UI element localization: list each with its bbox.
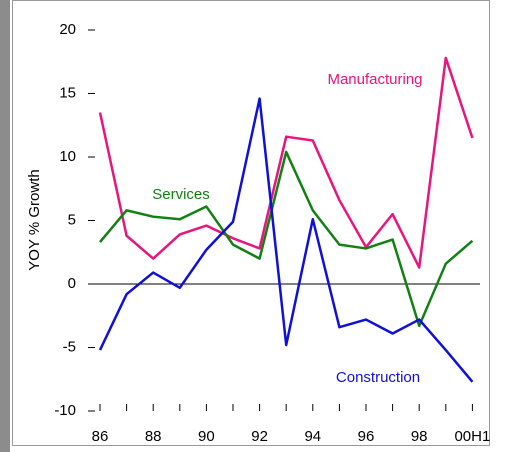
- y-tick-label: -10: [54, 402, 76, 419]
- x-tick-label: 86: [92, 428, 109, 445]
- series-label: Services: [152, 186, 210, 203]
- y-tick-label: -5: [63, 338, 76, 355]
- x-tick-label: 00H1: [454, 428, 490, 445]
- series-line: [99, 150, 474, 328]
- series-label: Construction: [336, 369, 420, 386]
- x-tick-label: 92: [251, 428, 268, 445]
- y-tick-label: 15: [59, 84, 76, 101]
- series-line: [98, 97, 474, 383]
- x-tick-label: 88: [145, 428, 162, 445]
- series-line: [98, 56, 474, 269]
- y-axis-label: YOY % Growth: [26, 169, 43, 270]
- x-tick-label: 90: [198, 428, 215, 445]
- frame: [12, 0, 490, 446]
- y-tick-label: 5: [68, 211, 76, 228]
- x-tick-label: 96: [358, 428, 375, 445]
- series-label: Manufacturing: [327, 71, 422, 88]
- x-tick-label: 98: [411, 428, 428, 445]
- y-tick-label: 20: [59, 21, 76, 38]
- side-bar: [0, 0, 10, 452]
- y-tick-label: 10: [59, 148, 76, 165]
- x-tick-label: 94: [304, 428, 321, 445]
- y-tick-label: 0: [68, 275, 76, 292]
